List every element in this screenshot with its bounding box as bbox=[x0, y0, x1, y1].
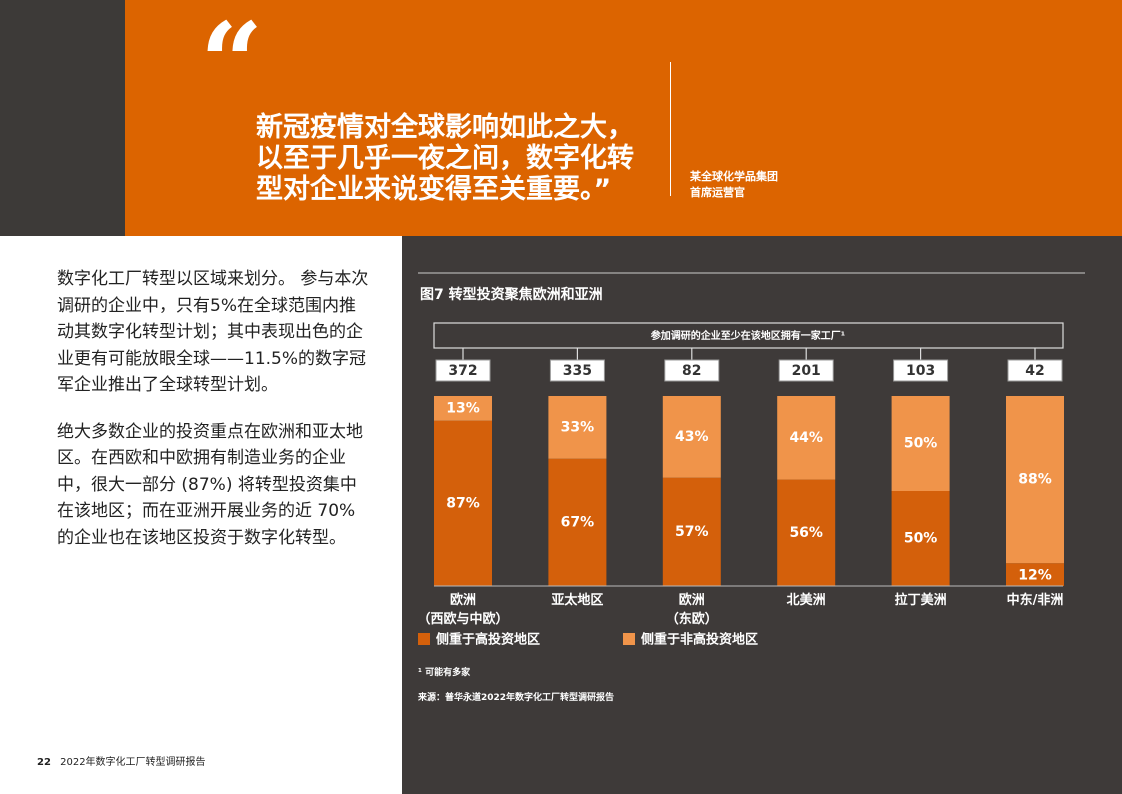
page-number: 22 bbox=[37, 757, 51, 768]
value-label: 13% bbox=[446, 400, 480, 416]
legend-label: 侧重于高投资地区 bbox=[436, 632, 540, 648]
value-label: 87% bbox=[446, 495, 480, 511]
quote-text: 新冠疫情对全球影响如此之大， 以至于几乎一夜之间，数字化转 型对企业来说变得至关… bbox=[256, 112, 634, 205]
value-label: 56% bbox=[789, 525, 823, 541]
bar-segment bbox=[662, 477, 721, 586]
attribution: 某全球化学品集团 首席运营官 bbox=[690, 169, 778, 201]
bar-segment bbox=[434, 420, 492, 586]
value-label: 12% bbox=[1018, 568, 1052, 584]
paragraph: 数字化工厂转型以区域来划分。 参与本次调研的企业中，只有5%在全球范围内推动其数… bbox=[57, 269, 369, 395]
body-text: 数字化工厂转型以区域来划分。 参与本次调研的企业中，只有5%在全球范围内推动其数… bbox=[57, 266, 369, 551]
legend-swatch bbox=[623, 633, 635, 645]
bar-segment bbox=[662, 396, 721, 478]
value-label: 33% bbox=[561, 419, 595, 435]
value-label: 44% bbox=[789, 430, 823, 446]
bar-segment bbox=[548, 458, 607, 586]
value-label: 67% bbox=[561, 514, 595, 530]
value-label: 50% bbox=[904, 531, 938, 547]
quote-banner bbox=[125, 0, 1122, 236]
total-box bbox=[664, 359, 720, 382]
quote-line: 以至于几乎一夜之间，数字化转 bbox=[256, 143, 634, 174]
attribution-line: 某全球化学品集团 bbox=[690, 170, 778, 183]
quote-line: 新冠疫情对全球影响如此之大， bbox=[256, 112, 634, 143]
quote-line: 型对企业来说变得至关重要。” bbox=[256, 174, 612, 205]
total-label: 82 bbox=[682, 363, 701, 379]
total-box bbox=[893, 359, 949, 382]
dark-strip bbox=[0, 0, 125, 236]
footer: 22 2022年数字化工厂转型调研报告 bbox=[37, 753, 206, 768]
total-label: 103 bbox=[906, 363, 935, 379]
bracket-label: 参加调研的企业至少在该地区拥有一家工厂¹ bbox=[651, 329, 845, 342]
total-box bbox=[549, 359, 605, 382]
bar-segment bbox=[1006, 563, 1064, 586]
bar-segment bbox=[548, 396, 607, 459]
footnote: ¹ 可能有多家 bbox=[418, 668, 471, 678]
total-box bbox=[1007, 359, 1063, 382]
total-label: 42 bbox=[1025, 363, 1044, 379]
divider bbox=[670, 62, 671, 196]
total-label: 335 bbox=[563, 363, 592, 379]
legend-swatch bbox=[418, 633, 430, 645]
chart-panel bbox=[402, 236, 1122, 794]
bar-segment bbox=[1006, 396, 1064, 564]
chart-title: 图7 转型投资聚焦欧洲和亚洲 bbox=[420, 286, 603, 303]
total-label: 372 bbox=[448, 363, 477, 379]
footer-title: 2022年数字化工厂转型调研报告 bbox=[60, 757, 206, 768]
bar-segment bbox=[891, 396, 950, 491]
quote-mark: “ bbox=[200, 0, 264, 127]
value-label: 43% bbox=[675, 429, 709, 445]
category-label: 欧洲 （西欧与中欧） bbox=[417, 593, 509, 627]
category-label: 欧洲 （东欧） bbox=[665, 593, 718, 627]
category-label: 亚太地区 bbox=[551, 593, 604, 608]
bar-segment bbox=[434, 396, 492, 421]
bar-segment bbox=[777, 396, 836, 480]
bracket bbox=[433, 322, 1064, 349]
paragraph: 绝大多数企业的投资重点在欧洲和亚太地区。在西欧和中欧拥有制造业务的企业中，很大一… bbox=[57, 421, 363, 548]
attribution-line: 首席运营官 bbox=[690, 186, 745, 199]
legend-label: 侧重于非高投资地区 bbox=[641, 632, 758, 648]
total-box bbox=[778, 359, 834, 382]
value-label: 50% bbox=[904, 436, 938, 452]
source: 来源：普华永道2022年数字化工厂转型调研报告 bbox=[418, 693, 615, 703]
category-label: 北美洲 bbox=[786, 593, 826, 608]
bar-segment bbox=[777, 479, 836, 586]
total-label: 201 bbox=[792, 363, 821, 379]
category-label: 拉丁美洲 bbox=[894, 593, 947, 608]
category-label: 中东/非洲 bbox=[1006, 593, 1064, 608]
bar-segment bbox=[891, 491, 950, 586]
total-box bbox=[435, 359, 491, 382]
value-label: 57% bbox=[675, 524, 709, 540]
value-label: 88% bbox=[1018, 472, 1052, 488]
